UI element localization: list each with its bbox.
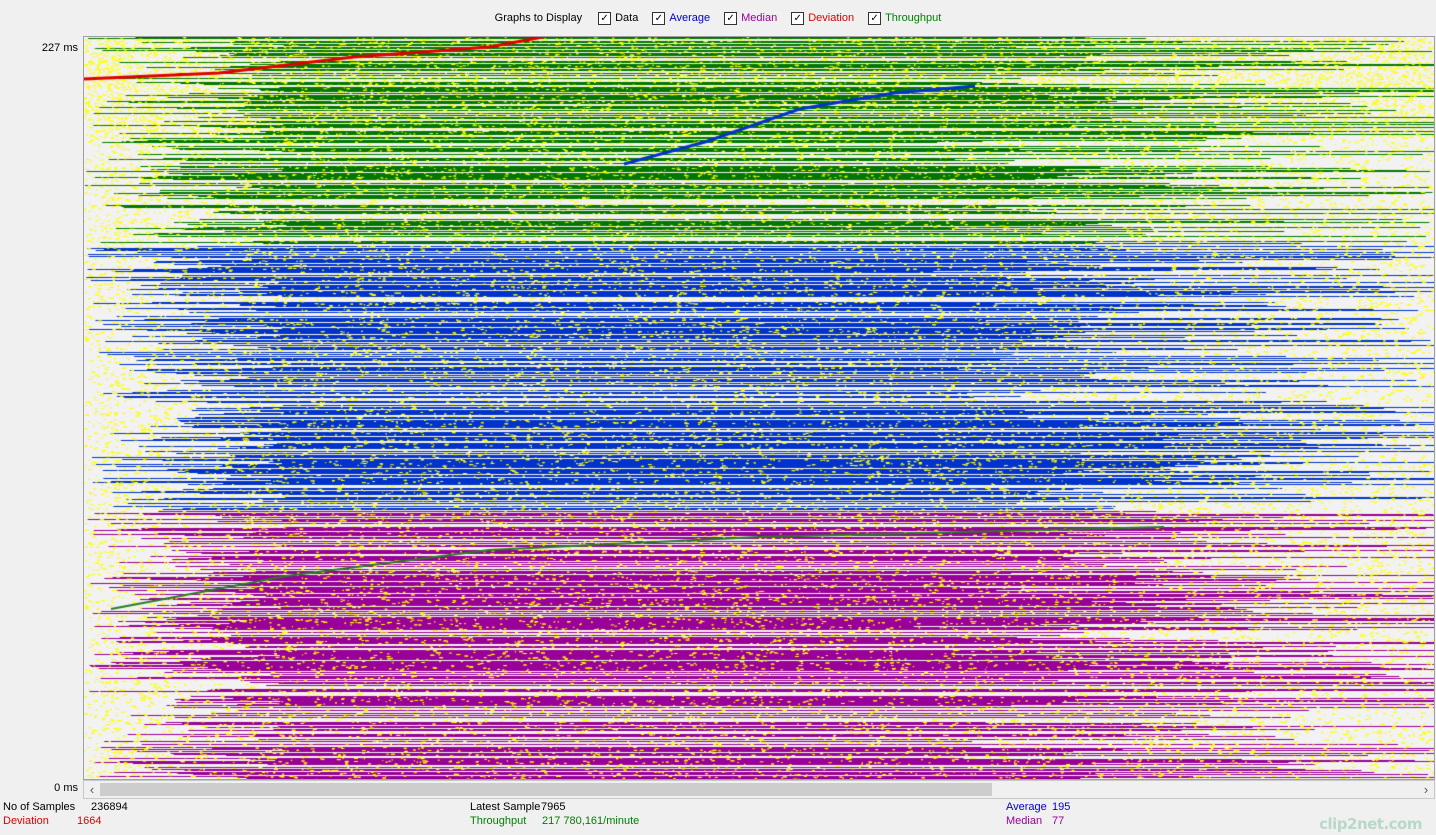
deviation-stat: Deviation 1664	[3, 815, 101, 827]
deviation-checkbox[interactable]: ✓	[791, 11, 805, 25]
samples-value: 236894	[91, 801, 128, 813]
y-axis-min-label: 0 ms	[54, 782, 78, 794]
scrollbar-thumb[interactable]	[100, 783, 992, 796]
median-checkbox[interactable]: ✓	[724, 11, 738, 25]
throughput-value: 217 780,161/minute	[542, 815, 640, 827]
median-value: 77	[1052, 815, 1065, 827]
latest-sample-label: Latest Sample	[470, 801, 541, 813]
data-checkbox[interactable]: ✓	[598, 11, 612, 25]
deviation-checkbox-label: Deviation	[808, 12, 855, 24]
graphs-to-display-label: Graphs to Display	[494, 12, 583, 24]
average-label: Average	[1006, 801, 1047, 813]
throughput-checkbox-label: Throughput	[885, 12, 942, 24]
deviation-checkbox-item[interactable]: ✓ Deviation	[791, 11, 855, 25]
throughput-checkbox-item[interactable]: ✓ Throughput	[868, 11, 942, 25]
throughput-checkbox[interactable]: ✓	[868, 11, 882, 25]
median-label: Median	[1006, 815, 1043, 827]
results-graph-plot	[83, 36, 1435, 780]
statistics-panel: No of Samples 236894 Deviation 1664 Late…	[0, 801, 1436, 835]
deviation-value: 1664	[77, 815, 102, 827]
scroll-left-arrow-icon[interactable]: ‹	[89, 782, 95, 797]
throughput-label: Throughput	[470, 815, 527, 827]
deviation-label: Deviation	[3, 815, 49, 827]
y-axis-max-label: 227 ms	[41, 42, 78, 54]
data-checkbox-label: Data	[615, 12, 639, 24]
scroll-right-arrow-icon[interactable]: ›	[1423, 782, 1429, 797]
horizontal-scrollbar[interactable]: ‹ ›	[83, 780, 1435, 799]
latest-sample-stat: Latest Sample 7965	[470, 801, 565, 813]
average-value: 195	[1052, 801, 1071, 813]
median-stat: Median 77	[1006, 815, 1064, 827]
graphs-to-display-bar: Graphs to Display ✓ Data ✓ Average ✓ Med…	[0, 0, 1436, 36]
average-stat: Average 195	[1006, 801, 1070, 813]
median-checkbox-item[interactable]: ✓ Median	[724, 11, 778, 25]
throughput-stat: Throughput 217 780,161/minute	[470, 815, 639, 827]
samples-stat: No of Samples 236894	[3, 801, 128, 813]
samples-label: No of Samples	[3, 801, 76, 813]
median-checkbox-label: Median	[741, 12, 778, 24]
data-checkbox-item[interactable]: ✓ Data	[598, 11, 639, 25]
average-checkbox[interactable]: ✓	[652, 11, 666, 25]
average-checkbox-label: Average	[669, 12, 711, 24]
latest-sample-value: 7965	[541, 801, 566, 813]
watermark-logo: clip2net.com	[1319, 815, 1422, 833]
results-graph-canvas	[84, 37, 1434, 779]
average-checkbox-item[interactable]: ✓ Average	[652, 11, 711, 25]
